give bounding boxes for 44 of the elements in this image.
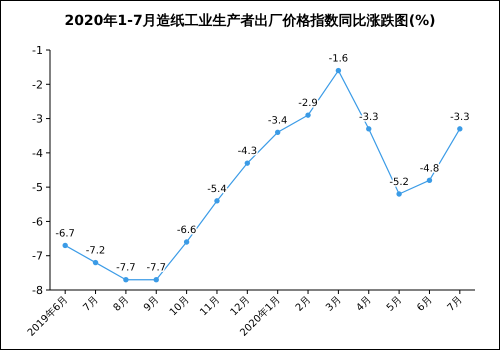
x-tick-label: 12月 <box>228 294 252 318</box>
x-tick-label: 10月 <box>168 294 192 318</box>
point <box>62 242 68 248</box>
chart-title: 2020年1-7月造纸工业生产者出厂价格指数同比涨跌图(%) <box>64 12 436 29</box>
point <box>396 191 402 197</box>
x-tick-label: 5月 <box>384 294 404 314</box>
point <box>426 178 432 183</box>
point <box>184 239 190 245</box>
data-label: -7.7 <box>146 262 166 274</box>
point <box>244 160 250 166</box>
y-tick-label: -2 <box>32 78 43 92</box>
point <box>366 126 372 132</box>
point <box>457 126 463 132</box>
x-tick-label: 3月 <box>324 294 344 314</box>
point <box>92 260 98 266</box>
x-tick-label: 8月 <box>112 294 132 314</box>
y-tick-label: -7 <box>32 250 43 263</box>
x-tick-label: 7月 <box>446 294 465 314</box>
data-label: -7.7 <box>116 262 136 274</box>
x-tick-label: 9月 <box>142 294 162 314</box>
x-tick-label: 2月 <box>294 294 314 314</box>
x-tick-label: 4月 <box>354 294 374 314</box>
data-label: -3.4 <box>268 115 288 126</box>
x-tick-label: 6月 <box>415 294 435 314</box>
point <box>154 277 159 282</box>
point <box>305 112 311 118</box>
data-label: -6.7 <box>55 228 75 240</box>
y-tick-label: -5 <box>32 181 43 194</box>
y-tick-label: -6 <box>32 215 43 228</box>
data-label: -4.3 <box>238 146 258 158</box>
x-tick-label: 7月 <box>81 294 101 314</box>
data-label: -3.3 <box>450 112 470 123</box>
data-label: -7.2 <box>86 246 106 257</box>
data-label: -1.6 <box>328 54 348 65</box>
y-tick-label: -1 <box>32 44 43 57</box>
point <box>274 130 280 135</box>
point <box>336 68 342 74</box>
point <box>214 198 220 204</box>
y-tick-label: -4 <box>32 146 43 160</box>
x-tick-label: 11月 <box>198 294 222 318</box>
data-label: -5.4 <box>207 184 227 195</box>
point <box>123 277 129 282</box>
y-tick-label: -8 <box>32 284 43 297</box>
y-tick-label: -3 <box>32 112 43 126</box>
